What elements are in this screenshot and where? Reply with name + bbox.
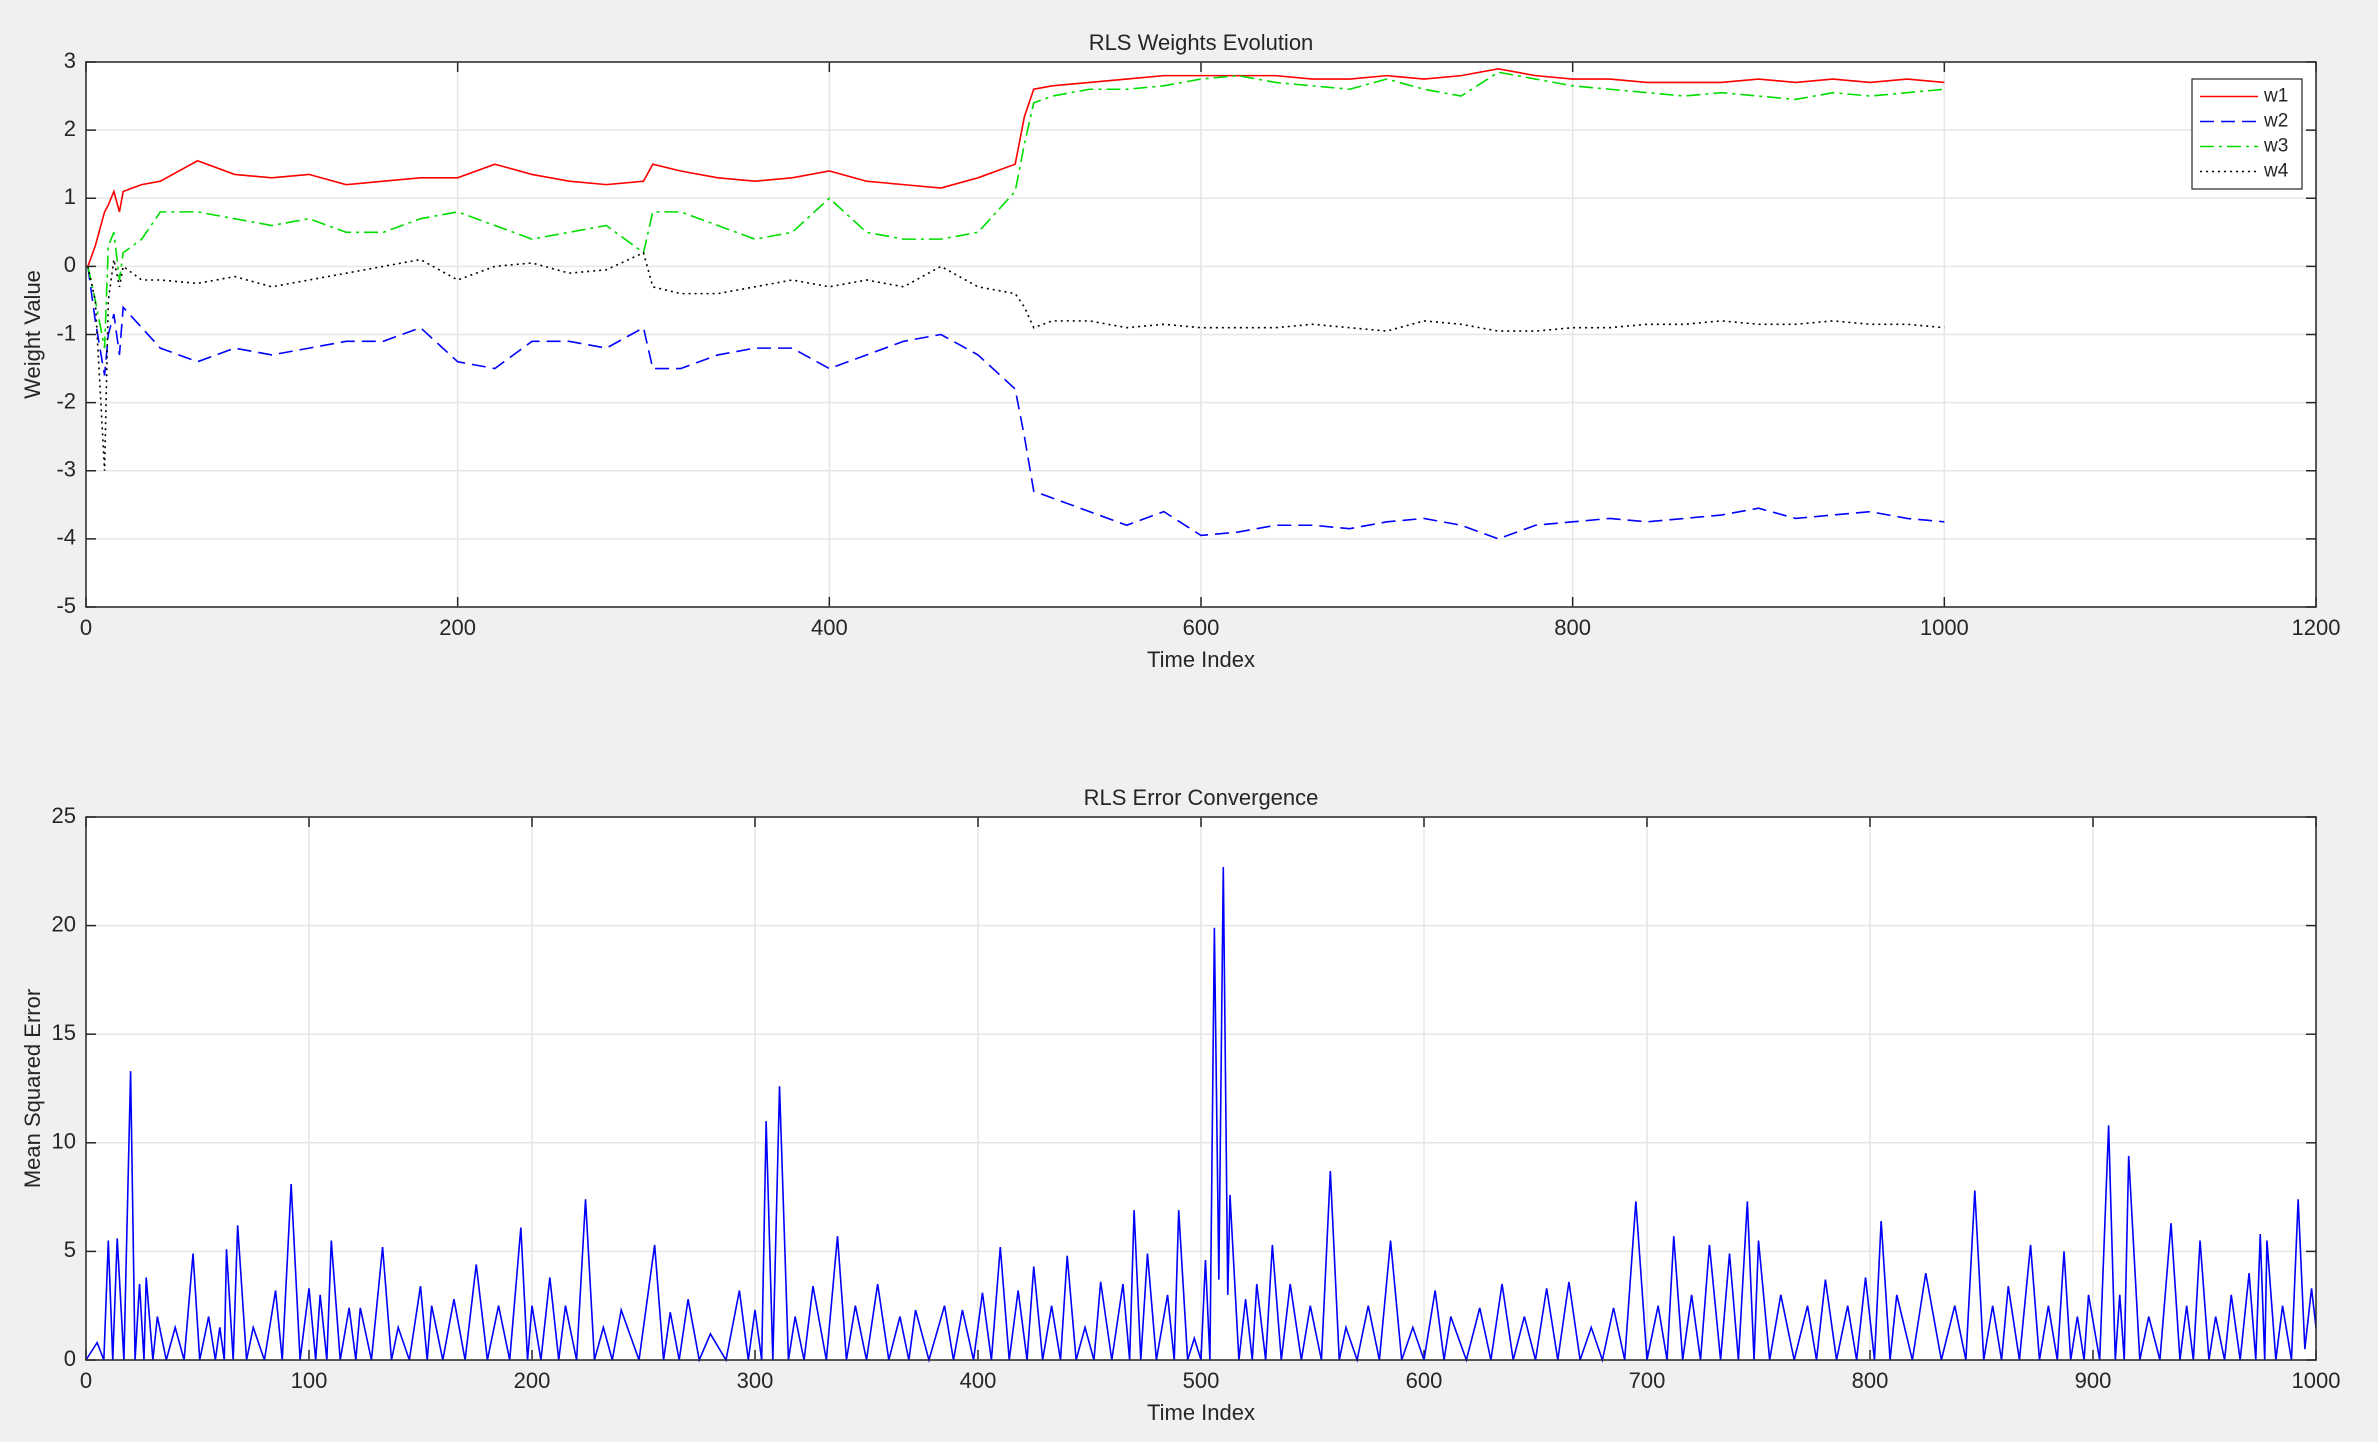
x-tick-label: 500 (1183, 1368, 1220, 1393)
legend-label: w2 (2263, 111, 2288, 132)
y-tick-label: -4 (56, 525, 76, 550)
y-tick-label: 0 (64, 1346, 76, 1371)
y-tick-label: 25 (52, 803, 76, 828)
x-tick-label: 300 (737, 1368, 774, 1393)
y-tick-label: 0 (64, 252, 76, 277)
x-tick-label: 900 (2075, 1368, 2112, 1393)
legend-label: w1 (2263, 86, 2288, 107)
x-tick-label: 200 (439, 615, 476, 640)
y-tick-label: 1 (64, 184, 76, 209)
x-tick-label: 100 (291, 1368, 328, 1393)
y-tick-label: -3 (56, 457, 76, 482)
legend-label: w3 (2263, 136, 2288, 157)
x-tick-label: 1200 (2292, 615, 2341, 640)
y-tick-label: 2 (64, 116, 76, 141)
chart-title: RLS Weights Evolution (1089, 30, 1314, 55)
y-axis-label: Weight Value (20, 270, 45, 399)
legend-label: w4 (2263, 161, 2289, 182)
y-tick-label: 20 (52, 911, 76, 936)
x-tick-label: 400 (960, 1368, 997, 1393)
y-tick-label: 3 (64, 48, 76, 73)
series-line (85, 866, 2317, 1364)
y-tick-label: 15 (52, 1020, 76, 1045)
y-tick-label: -2 (56, 388, 76, 413)
series-line (87, 266, 1945, 540)
series-line (87, 71, 1945, 349)
x-tick-label: 600 (1406, 1368, 1443, 1393)
axes-box (85, 61, 2317, 608)
x-tick-label: 1000 (1920, 615, 1969, 640)
legend-box (2191, 78, 2303, 190)
series-line (87, 251, 1945, 471)
x-tick-label: 700 (1629, 1368, 1666, 1393)
series-line (87, 67, 1945, 267)
axes-box (85, 816, 2317, 1361)
y-tick-label: -5 (56, 593, 76, 618)
x-axis-label: Time Index (1147, 1400, 1255, 1425)
chart-title: RLS Error Convergence (1084, 785, 1319, 810)
x-tick-label: 800 (1554, 615, 1591, 640)
x-tick-label: 800 (1852, 1368, 1889, 1393)
x-tick-label: 0 (80, 1368, 92, 1393)
x-tick-label: 400 (811, 615, 848, 640)
x-axis-label: Time Index (1147, 647, 1255, 672)
x-tick-label: 0 (80, 615, 92, 640)
y-tick-label: -1 (56, 320, 76, 345)
y-axis-label: Mean Squared Error (20, 989, 45, 1188)
x-tick-label: 1000 (2292, 1368, 2341, 1393)
y-tick-label: 10 (52, 1129, 76, 1154)
x-tick-label: 600 (1183, 615, 1220, 640)
y-tick-label: 5 (64, 1237, 76, 1262)
x-tick-label: 200 (514, 1368, 551, 1393)
